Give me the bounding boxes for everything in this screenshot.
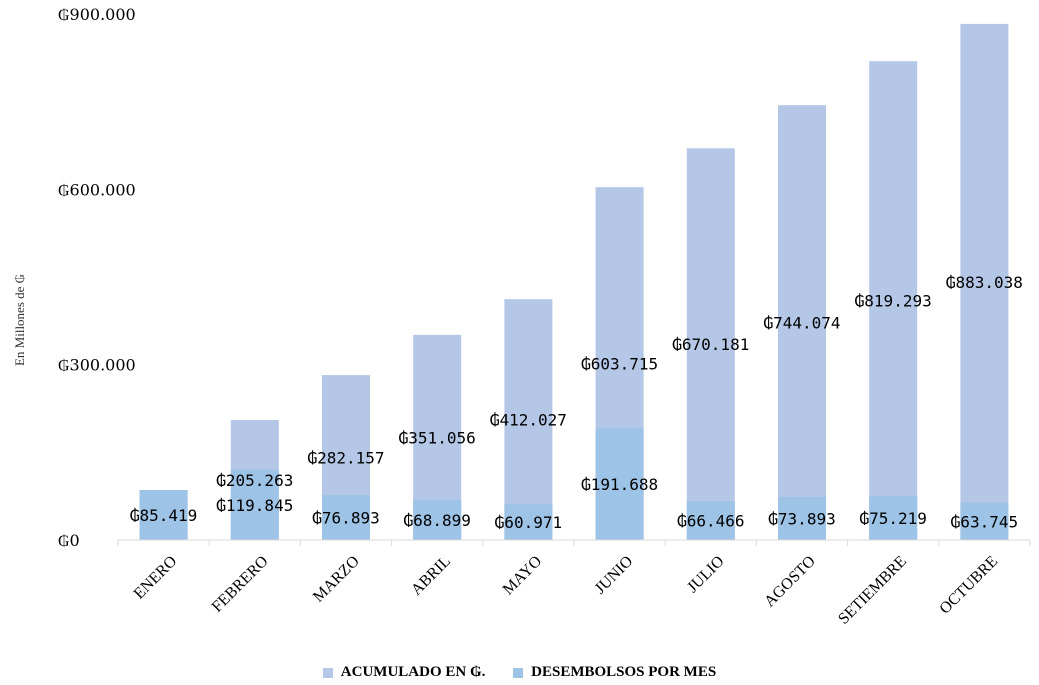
bar-desembolsos [869, 496, 918, 540]
legend: ACUMULADO EN ₲. DESEMBOLSOS POR MES [0, 664, 1039, 683]
data-label-acumulado: ₲603.715 [581, 355, 658, 374]
bar-acumulado [960, 23, 1009, 541]
x-tick-label: OCTUBRE [936, 553, 1001, 618]
legend-item-desembolsos: DESEMBOLSOS POR MES [513, 664, 716, 681]
bar-desembolsos [778, 496, 826, 540]
x-tick-label: JUNIO [592, 553, 637, 598]
bar-acumulado [869, 61, 918, 540]
data-label-desembolsos: ₲63.745 [951, 512, 1018, 531]
data-label-acumulado: ₲744.074 [763, 314, 840, 333]
y-axis-label: En Millones de ₲ [12, 274, 27, 366]
x-tick-label: ABRIL [408, 553, 454, 599]
x-tick-label: FEBRERO [209, 553, 272, 616]
y-axis: ₲0 ₲300.000 ₲600.000 ₲900.000 [58, 5, 136, 550]
data-label-acumulado: ₲819.293 [855, 292, 932, 311]
bar-acumulado [686, 148, 735, 540]
x-tick-label: SETIEMBRE [835, 553, 910, 628]
data-label-desembolsos: ₲75.219 [859, 509, 926, 528]
data-label-desembolsos: ₲76.893 [312, 509, 379, 528]
data-label-desembolsos: ₲66.466 [677, 512, 744, 531]
x-axis: ENERO FEBRERO MARZO ABRIL MAYO JUNIO JULIO AGOS… [117, 539, 1031, 628]
bars [139, 23, 1009, 541]
data-label-desembolsos: ₲60.971 [495, 513, 562, 532]
bar-desembolsos [504, 504, 553, 540]
bar-desembolsos [139, 490, 188, 540]
data-label-desembolsos: ₲73.893 [768, 509, 835, 528]
data-label-acumulado: ₲351.056 [399, 428, 476, 447]
legend-label-acumulado: ACUMULADO EN ₲. [340, 664, 486, 680]
bar-acumulado [504, 299, 553, 540]
bar-desembolsos [960, 502, 1009, 540]
bar-desembolsos [230, 469, 279, 540]
x-tick-label: MAYO [500, 553, 546, 599]
data-label-desembolsos: ₲191.688 [581, 475, 658, 494]
bar-acumulado [778, 105, 826, 541]
legend-item-acumulado: ACUMULADO EN ₲. [322, 664, 486, 681]
data-label-acumulado: ₲282.157 [307, 449, 384, 468]
legend-label-desembolsos: DESEMBOLSOS POR MES [531, 664, 717, 680]
data-label-acumulado: ₲205.263 [216, 471, 293, 490]
data-label-desembolsos: ₲68.899 [403, 511, 470, 530]
y-tick-label: ₲300.000 [58, 356, 136, 375]
y-tick-label: ₲0 [58, 531, 80, 550]
x-tick-label: ENERO [131, 553, 181, 603]
data-label-desembolsos: ₲85.419 [130, 506, 197, 525]
y-tick-label: ₲900.000 [58, 5, 136, 24]
bar-desembolsos [686, 501, 735, 540]
x-tick-label: MARZO [310, 553, 363, 606]
y-tick-label: ₲600.000 [58, 180, 136, 199]
bar-desembolsos [322, 495, 370, 540]
x-tick-label: JULIO [684, 553, 727, 596]
data-label-desembolsos: ₲119.845 [216, 496, 293, 515]
bar-desembolsos [413, 499, 462, 540]
data-labels: ₲85.419 ₲205.263 ₲119.845 ₲282.157 ₲76.893 ₲3… [130, 273, 1023, 532]
data-label-acumulado: ₲412.027 [490, 411, 567, 430]
legend-swatch-desembolsos [513, 667, 524, 678]
data-label-acumulado: ₲670.181 [672, 335, 749, 354]
data-label-acumulado: ₲883.038 [946, 273, 1023, 292]
bar-desembolsos [595, 427, 644, 540]
x-tick-label: AGOSTO [761, 553, 819, 611]
legend-swatch-acumulado [322, 667, 333, 678]
